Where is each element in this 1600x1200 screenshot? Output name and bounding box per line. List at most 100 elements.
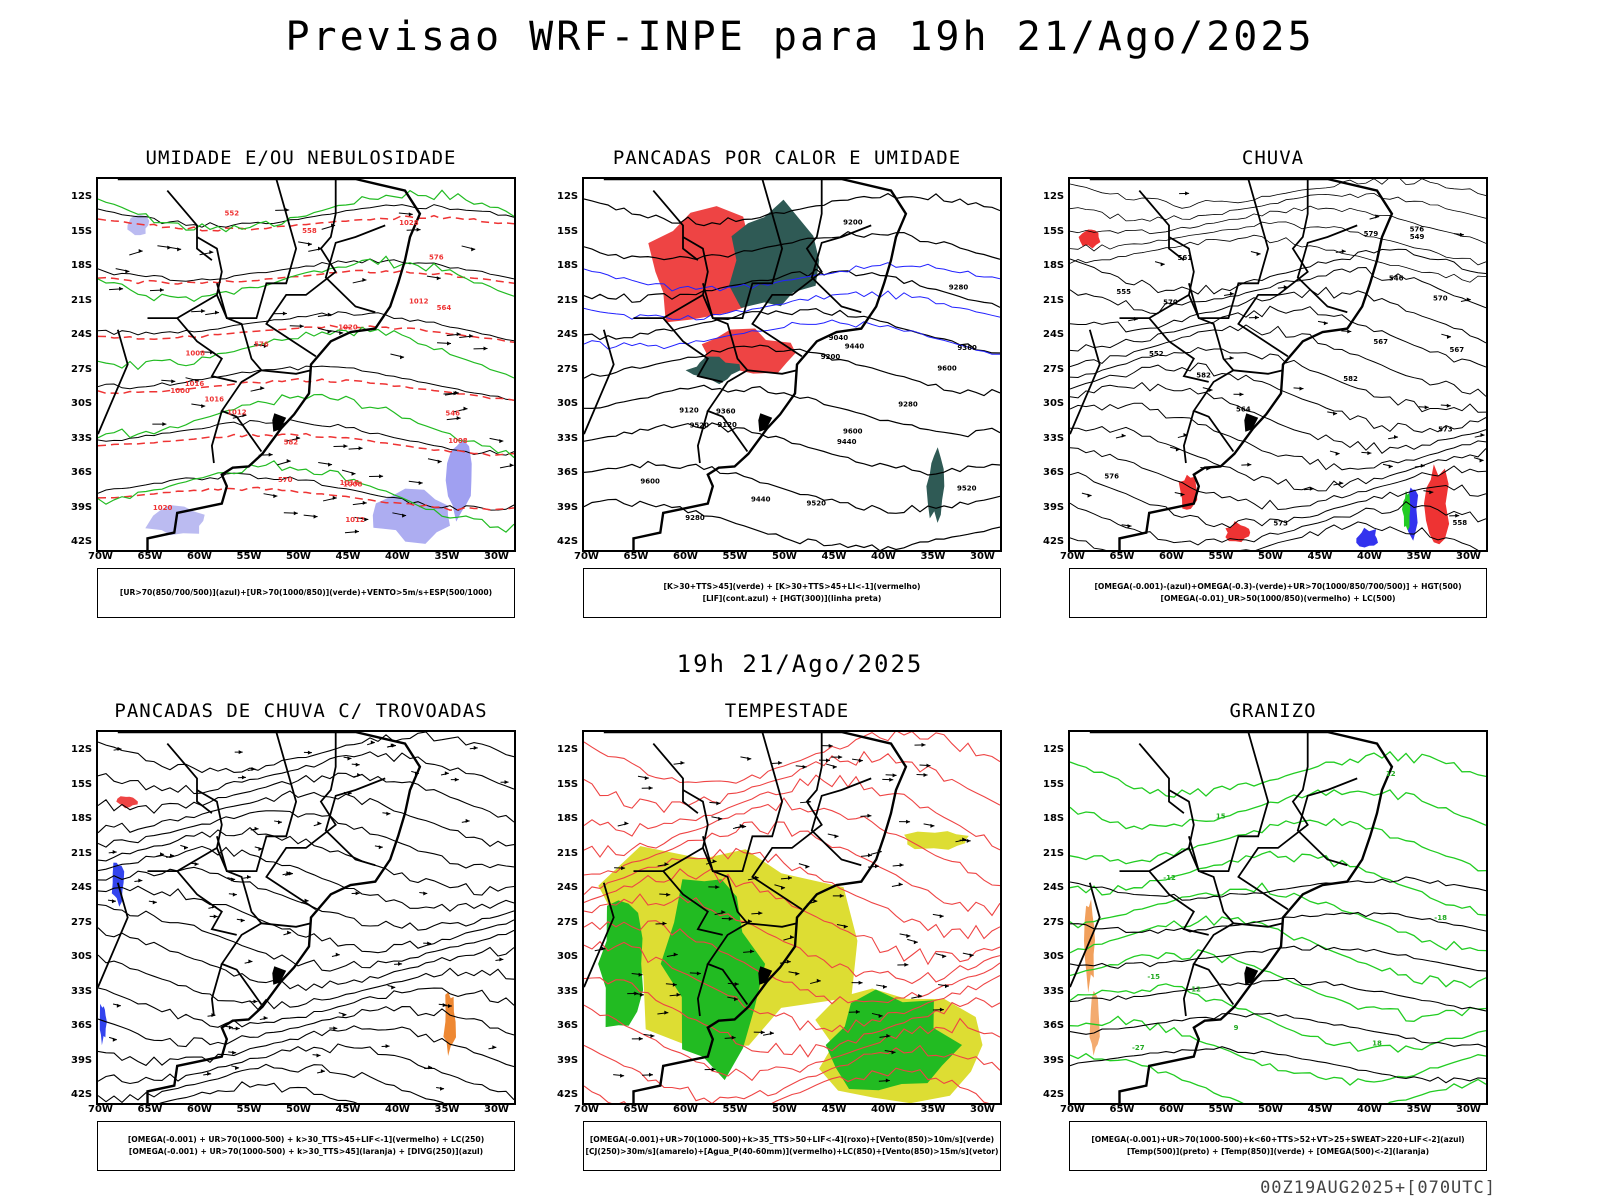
- isoline: [584, 774, 1000, 851]
- legend-line: [OMEGA(-0.001)-(azul)+OMEGA(-0.3)-(verde…: [1094, 582, 1462, 591]
- contour-label: 1008: [185, 350, 205, 358]
- lon-tick-label: 30W: [1456, 1104, 1481, 1115]
- isoline: [1070, 381, 1486, 454]
- lat-tick-label: 27S: [1043, 916, 1065, 928]
- map-granizo: 12 12 15 18 -12 -15 -18 -27 9: [1068, 730, 1488, 1105]
- wind-vector-head: [858, 758, 863, 763]
- wind-vector-head: [238, 750, 243, 755]
- contour-label: 9600: [843, 428, 863, 436]
- lon-tick-label: 60W: [673, 1104, 698, 1115]
- wind-vector-head: [874, 864, 879, 869]
- contour-label: 573: [1438, 425, 1453, 433]
- wind-vector-head: [209, 250, 214, 255]
- isoline: [584, 262, 1000, 292]
- wind-vector-head: [260, 386, 265, 391]
- lon-tick-label: 70W: [88, 551, 113, 562]
- contour-label: 549: [1410, 233, 1425, 241]
- contour-label: 576: [254, 341, 269, 349]
- lat-tick-label: 30S: [1043, 398, 1065, 409]
- lat-tick-label: 12S: [71, 191, 93, 202]
- lon-tick-label: 60W: [673, 551, 698, 562]
- lat-tick-label: 36S: [71, 467, 93, 478]
- wind-vector-head: [355, 891, 360, 896]
- wind-vector-head: [288, 871, 293, 876]
- lon-tick-label: 60W: [187, 551, 212, 562]
- wind-vector-head: [1323, 321, 1328, 326]
- isoline: [98, 927, 514, 991]
- wind-vector-head: [416, 227, 421, 232]
- wind-vector-head: [899, 862, 904, 867]
- contour-label: 15: [1216, 813, 1226, 821]
- wind-vector-head: [254, 826, 259, 831]
- wind-vector-head: [883, 984, 888, 989]
- isoline: [98, 732, 514, 774]
- wind-vector-head: [364, 517, 369, 522]
- state-border: [1237, 179, 1309, 358]
- wind-vector-head: [1239, 392, 1244, 397]
- wind-vector-head: [357, 772, 362, 777]
- lat-tick-label: 30S: [71, 951, 93, 962]
- wind-vector-head: [402, 513, 407, 518]
- lon-tick-label: 40W: [871, 551, 896, 562]
- lat-tick-label: 42S: [71, 536, 93, 547]
- wind-vector-head: [119, 286, 124, 291]
- contour-label: 1016: [185, 380, 205, 388]
- wind-vector-head: [400, 355, 405, 360]
- shaded-area: [598, 900, 644, 1028]
- lat-tick-label: 33S: [71, 985, 93, 997]
- wind-vector-head: [1127, 524, 1132, 529]
- wind-vector-head: [624, 821, 629, 826]
- contour-label: 9280: [949, 283, 969, 291]
- isoline: [1070, 911, 1486, 934]
- wind-vector-head: [843, 924, 848, 929]
- wind-vector-head: [939, 914, 944, 919]
- wind-vector-head: [711, 1067, 716, 1072]
- state-border: [324, 224, 386, 314]
- wind-vector-head: [1254, 315, 1259, 320]
- wind-vector-head: [1446, 403, 1451, 408]
- wind-vector-head: [828, 743, 833, 748]
- state-border: [1138, 743, 1185, 814]
- contour-label: 1028: [399, 219, 419, 227]
- isoline: [584, 319, 1000, 355]
- lat-tick-label: 21S: [1043, 294, 1065, 306]
- wind-vector-head: [639, 992, 644, 997]
- wind-vector-head: [1367, 451, 1372, 456]
- contour-label: 564: [1236, 405, 1251, 413]
- lat-tick-label: 12S: [557, 744, 579, 755]
- isoline: [584, 750, 1000, 814]
- contour-label: 9520: [690, 421, 710, 429]
- contour-label: 9200: [843, 219, 863, 227]
- wind-vector-head: [1160, 262, 1165, 267]
- wind-vector-head: [385, 1044, 390, 1049]
- lon-tick-label: 65W: [137, 551, 163, 562]
- wind-vector-head: [1247, 462, 1252, 467]
- isoline: [584, 1044, 1000, 1103]
- contour-label: 573: [1273, 520, 1288, 528]
- wind-vector-head: [739, 823, 744, 828]
- wind-vector-head: [1341, 249, 1346, 254]
- legend-tempestade: [OMEGA(-0.001)+UR>70(1000-500)+k>35_TTS>…: [583, 1121, 1001, 1171]
- lon-tick-label: 50W: [1258, 1104, 1283, 1115]
- map-canvas: 12 12 15 18 -12 -15 -18 -27 9: [1070, 732, 1486, 1103]
- wind-vector-head: [342, 1012, 347, 1017]
- contour-label: 12: [1386, 770, 1396, 778]
- legend-umidade: [UR>70(850/700/500)](azul)+[UR>70(1000/8…: [97, 568, 515, 618]
- wind-vector-head: [889, 777, 894, 782]
- isoline: [98, 1063, 445, 1103]
- wind-vector-head: [1180, 492, 1185, 497]
- wind-vector-head: [454, 777, 459, 782]
- wind-vector-head: [648, 786, 653, 791]
- contour-label: 546: [445, 409, 460, 417]
- isoline: [1070, 1046, 1486, 1084]
- wind-vector-head: [1299, 386, 1304, 391]
- isoline: [1070, 521, 1479, 550]
- lat-tick-label: 15S: [1043, 778, 1065, 790]
- wind-vector-head: [1175, 447, 1180, 452]
- wind-vector-head: [758, 911, 763, 916]
- wind-vector-head: [816, 978, 821, 983]
- wind-vector-head: [235, 1065, 240, 1070]
- wind-vector-head: [716, 801, 721, 806]
- wind-vector-head: [601, 946, 606, 951]
- wind-vector-head: [696, 971, 701, 976]
